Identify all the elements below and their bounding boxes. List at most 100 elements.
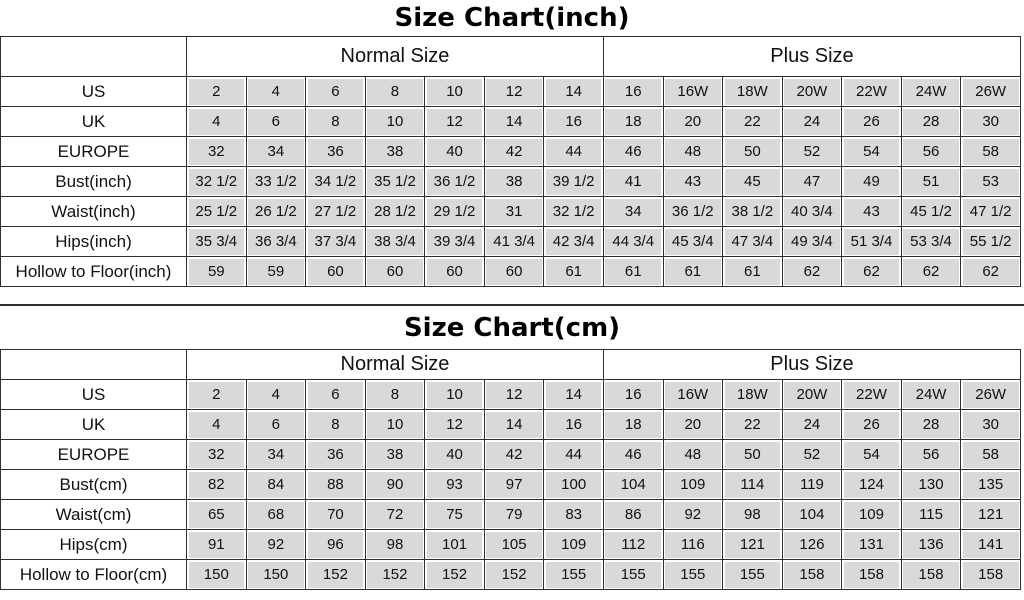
size-value-cell: 53 3/4 [900, 226, 962, 257]
size-value-cell: 141 [960, 529, 1021, 560]
size-value-cell: 41 [602, 166, 664, 197]
size-value-cell: 14 [543, 379, 604, 410]
size-value-cell: 60 [424, 256, 485, 287]
size-value-cell: 62 [781, 256, 843, 287]
size-value-cell: 30 [960, 106, 1021, 137]
size-value-cell: 152 [364, 559, 426, 590]
size-value-cell: 6 [305, 379, 366, 410]
size-value-cell: 46 [602, 136, 664, 167]
size-value-cell: 16 [602, 379, 664, 410]
size-value-cell: 158 [781, 559, 843, 590]
size-value-cell: 50 [722, 136, 783, 167]
size-value-cell: 60 [305, 256, 366, 287]
size-value-cell: 24W [900, 379, 962, 410]
size-value-cell: 62 [960, 256, 1021, 287]
row-label: Bust(cm) [0, 469, 187, 500]
size-value-cell: 60 [364, 256, 426, 287]
size-value-cell: 10 [364, 106, 426, 137]
size-value-cell: 40 [424, 136, 485, 167]
table-row: Waist(cm) 65 68 70 72 75 79 83 86 92 98 104 109 115 12… [0, 499, 1021, 530]
size-value-cell: 10 [424, 379, 485, 410]
group-header-row: Normal Size Plus Size [0, 349, 1022, 380]
row-label: UK [0, 106, 187, 137]
size-value-cell: 152 [424, 559, 485, 590]
size-value-cell: 105 [483, 529, 545, 560]
table-row: EUROPE 32 34 36 38 40 42 44 46 48 50 52 54 56 58 [0, 439, 1021, 470]
size-value-cell: 61 [602, 256, 664, 287]
size-value-cell: 97 [483, 469, 545, 500]
size-value-cell: 53 [960, 166, 1021, 197]
size-value-cell: 28 1/2 [364, 196, 426, 227]
size-value-cell: 4 [186, 106, 247, 137]
size-value-cell: 12 [483, 379, 545, 410]
row-label: EUROPE [0, 136, 187, 167]
size-value-cell: 14 [543, 76, 604, 107]
group-header-row: Normal Size Plus Size [0, 36, 1022, 77]
inch-table-body: US 2 4 6 8 10 12 14 16 16W 18W 20W 22W 24W 26W UK 4 6 8 10 1… [0, 76, 1021, 287]
size-value-cell: 45 3/4 [662, 226, 724, 257]
size-value-cell: 22W [841, 379, 902, 410]
size-value-cell: 158 [960, 559, 1021, 590]
table-row: US 2 4 6 8 10 12 14 16 16W 18W 20W 22W 24W 26W [0, 379, 1021, 410]
size-chart-inch-title: Size Chart(inch) [394, 3, 630, 33]
size-value-cell: 60 [483, 256, 545, 287]
size-value-cell: 20 [662, 106, 724, 137]
size-value-cell: 34 1/2 [305, 166, 366, 197]
size-value-cell: 158 [900, 559, 962, 590]
size-value-cell: 16 [543, 106, 604, 137]
size-value-cell: 109 [543, 529, 604, 560]
row-label: US [0, 76, 187, 107]
size-value-cell: 35 1/2 [364, 166, 426, 197]
size-value-cell: 38 3/4 [364, 226, 426, 257]
size-value-cell: 26W [960, 379, 1021, 410]
size-value-cell: 16 [602, 76, 664, 107]
size-value-cell: 51 3/4 [841, 226, 902, 257]
size-value-cell: 152 [483, 559, 545, 590]
table-row: US 2 4 6 8 10 12 14 16 16W 18W 20W 22W 24W 26W [0, 76, 1021, 107]
size-value-cell: 24W [900, 76, 962, 107]
row-label: EUROPE [0, 439, 187, 470]
size-value-cell: 48 [662, 136, 724, 167]
size-value-cell: 44 [543, 439, 604, 470]
size-value-cell: 47 1/2 [960, 196, 1021, 227]
size-value-cell: 8 [364, 379, 426, 410]
size-value-cell: 8 [305, 106, 366, 137]
size-chart-inch-section: Size Chart(inch) Normal Size Plus Size U… [0, 0, 1024, 287]
size-value-cell: 47 [781, 166, 843, 197]
size-value-cell: 31 [483, 196, 545, 227]
size-value-cell: 109 [662, 469, 724, 500]
size-value-cell: 136 [900, 529, 962, 560]
size-value-cell: 92 [662, 499, 724, 530]
size-chart-cm-title: Size Chart(cm) [403, 313, 621, 343]
size-value-cell: 16W [662, 379, 724, 410]
size-value-cell: 112 [602, 529, 664, 560]
size-value-cell: 58 [960, 439, 1021, 470]
size-value-cell: 45 1/2 [900, 196, 962, 227]
size-value-cell: 135 [960, 469, 1021, 500]
size-value-cell: 27 1/2 [305, 196, 366, 227]
size-value-cell: 10 [424, 76, 485, 107]
size-value-cell: 124 [841, 469, 902, 500]
size-value-cell: 40 [424, 439, 485, 470]
size-value-cell: 49 [841, 166, 902, 197]
size-value-cell: 65 [186, 499, 247, 530]
size-value-cell: 4 [245, 76, 307, 107]
size-value-cell: 88 [305, 469, 366, 500]
plus-size-header: Plus Size [602, 36, 1022, 77]
size-value-cell: 119 [781, 469, 843, 500]
size-value-cell: 84 [245, 469, 307, 500]
table-row: Bust(inch) 32 1/2 33 1/2 34 1/2 35 1/2 36 1/2… [0, 166, 1021, 197]
size-value-cell: 121 [722, 529, 783, 560]
normal-size-header: Normal Size [186, 349, 604, 380]
size-value-cell: 155 [543, 559, 604, 590]
row-label: Waist(cm) [0, 499, 187, 530]
size-value-cell: 36 3/4 [245, 226, 307, 257]
row-label: Hollow to Floor(inch) [0, 256, 187, 287]
size-value-cell: 51 [900, 166, 962, 197]
size-value-cell: 8 [364, 76, 426, 107]
size-value-cell: 52 [781, 439, 843, 470]
size-value-cell: 2 [186, 379, 247, 410]
size-value-cell: 155 [722, 559, 783, 590]
cm-table-body: US 2 4 6 8 10 12 14 16 16W 18W 20W 22W 24W 26W UK 4 6 8 10 1… [0, 379, 1021, 590]
size-value-cell: 22W [841, 76, 902, 107]
